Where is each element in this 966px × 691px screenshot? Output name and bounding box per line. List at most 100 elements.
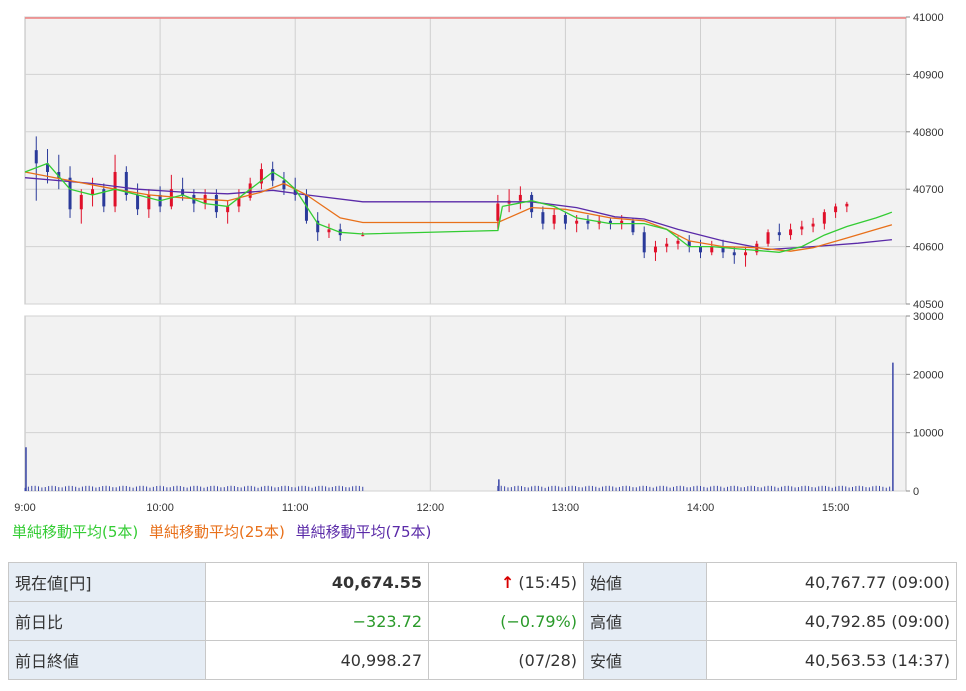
quote-row-change: 前日比 −323.72 (−0.79%) 高値 40,792.85 (09:00… [8, 601, 957, 641]
change-value: −323.72 [205, 601, 429, 641]
candle-body [304, 194, 308, 221]
candle-body [586, 220, 590, 224]
candle-body [732, 252, 736, 256]
candle-body [68, 177, 72, 210]
candle-body [552, 215, 556, 224]
x-tick-label: 14:00 [687, 502, 715, 514]
price-volume-chart: 41000 40900 40800 40700 40600 40500 30000 2000… [14, 12, 944, 514]
candle-body [293, 189, 297, 195]
candle-body [665, 243, 669, 247]
candle-body [57, 171, 61, 178]
candle-body [237, 197, 241, 207]
candle-body [124, 171, 128, 195]
price-tick-label: 40900 [913, 69, 944, 81]
candle-body [46, 163, 50, 172]
candle-body [822, 212, 826, 224]
candle-body [79, 194, 83, 210]
sma5-line [502, 200, 893, 253]
legend-sma25: 単純移動平均(25本) [149, 523, 285, 541]
candle-body [316, 220, 320, 233]
candle-body [834, 206, 838, 213]
volume-tick-label: 0 [913, 486, 919, 498]
candle-body [800, 226, 804, 230]
x-tick-label: 13:00 [552, 502, 580, 514]
price-tick-label: 40600 [913, 242, 944, 254]
candle-body [608, 220, 612, 224]
x-axis: 9:00 10:00 11:00 12:00 13:00 14:00 15:00 [14, 502, 849, 514]
high-value: 40,792.85 (09:00) [706, 601, 957, 641]
candle-body [214, 194, 218, 213]
candle-body [271, 169, 275, 181]
candle-body [248, 183, 252, 198]
candle-body [102, 189, 106, 207]
quote-row-prev-close: 前日終値 40,998.27 (07/28) 安値 40,563.53 (14:… [8, 640, 957, 680]
legend-sma5: 単純移動平均(5本) [12, 523, 139, 541]
current-value: 40,674.55 [205, 562, 429, 602]
volume-frame [24, 315, 907, 492]
sma5-line [24, 162, 363, 235]
candle-body [575, 220, 579, 224]
x-tick-label: 9:00 [14, 502, 35, 514]
prev-close-label: 前日終値 [8, 640, 206, 680]
quote-row-current: 現在値[円] 40,674.55 ↑ (15:45) 始値 40,767.77 (… [8, 562, 957, 602]
low-value: 40,563.53 (14:37) [706, 640, 957, 680]
price-tick-label: 41000 [913, 12, 944, 24]
candle-body [789, 229, 793, 236]
low-label: 安値 [583, 640, 707, 680]
candle-body [496, 203, 500, 221]
candle-body [811, 223, 815, 227]
price-frame [24, 16, 907, 305]
current-time: (15:45) [518, 572, 577, 592]
candle-body [361, 235, 365, 237]
prev-close-value: 40,998.27 [205, 640, 429, 680]
candle-body [282, 180, 286, 190]
sma5-line [362, 206, 504, 235]
quote-table: 現在値[円] 40,674.55 ↑ (15:45) 始値 40,767.77 (… [8, 562, 957, 680]
candle-body [259, 169, 263, 184]
sma25-line [24, 171, 893, 252]
volume-tick-label: 20000 [913, 369, 944, 381]
candle-body [563, 215, 567, 224]
candle-body [721, 246, 725, 253]
candle-body [777, 232, 781, 236]
open-label: 始値 [583, 562, 707, 602]
candle-body [518, 194, 522, 201]
candle-body [530, 194, 534, 213]
current-label: 現在値[円] [8, 562, 206, 602]
candle-body [327, 229, 331, 233]
price-tick-label: 40800 [913, 127, 944, 139]
candle-body [620, 220, 624, 224]
candle-body [710, 246, 714, 253]
price-tick-label: 40500 [913, 299, 944, 311]
volume-tick-label: 30000 [913, 311, 944, 323]
candle-body [653, 246, 657, 253]
x-tick-label: 10:00 [146, 502, 174, 514]
prev-close-date: (07/28) [428, 640, 584, 680]
candle-body [699, 246, 702, 253]
volume-tick-label: 10000 [913, 428, 944, 440]
candle-body [744, 252, 748, 256]
candle-body [226, 206, 230, 213]
x-tick-label: 12:00 [417, 502, 445, 514]
volume-panel: 30000 20000 10000 0 [24, 311, 944, 498]
candle-body [34, 150, 38, 164]
open-value: 40,767.77 (09:00) [706, 562, 957, 602]
x-tick-label: 15:00 [822, 502, 850, 514]
change-label: 前日比 [8, 601, 206, 641]
candle-body [642, 232, 646, 253]
candle-body [676, 240, 680, 244]
legend: 単純移動平均(5本) 単純移動平均(25本) 単純移動平均(75本) [12, 521, 437, 542]
candle-body [845, 203, 849, 207]
change-pct: (−0.79%) [428, 601, 584, 641]
price-tick-label: 40700 [913, 184, 944, 196]
price-panel: 41000 40900 40800 40700 40600 40500 [24, 12, 944, 311]
candle-body [766, 232, 770, 244]
high-label: 高値 [583, 601, 707, 641]
candle-body [136, 194, 140, 210]
candle-body [687, 240, 691, 247]
candle-body [91, 189, 95, 195]
candle-body [541, 212, 545, 224]
current-time-cell: ↑ (15:45) [428, 562, 584, 602]
candle-body [147, 194, 151, 210]
legend-sma75: 単純移動平均(75本) [295, 523, 432, 541]
